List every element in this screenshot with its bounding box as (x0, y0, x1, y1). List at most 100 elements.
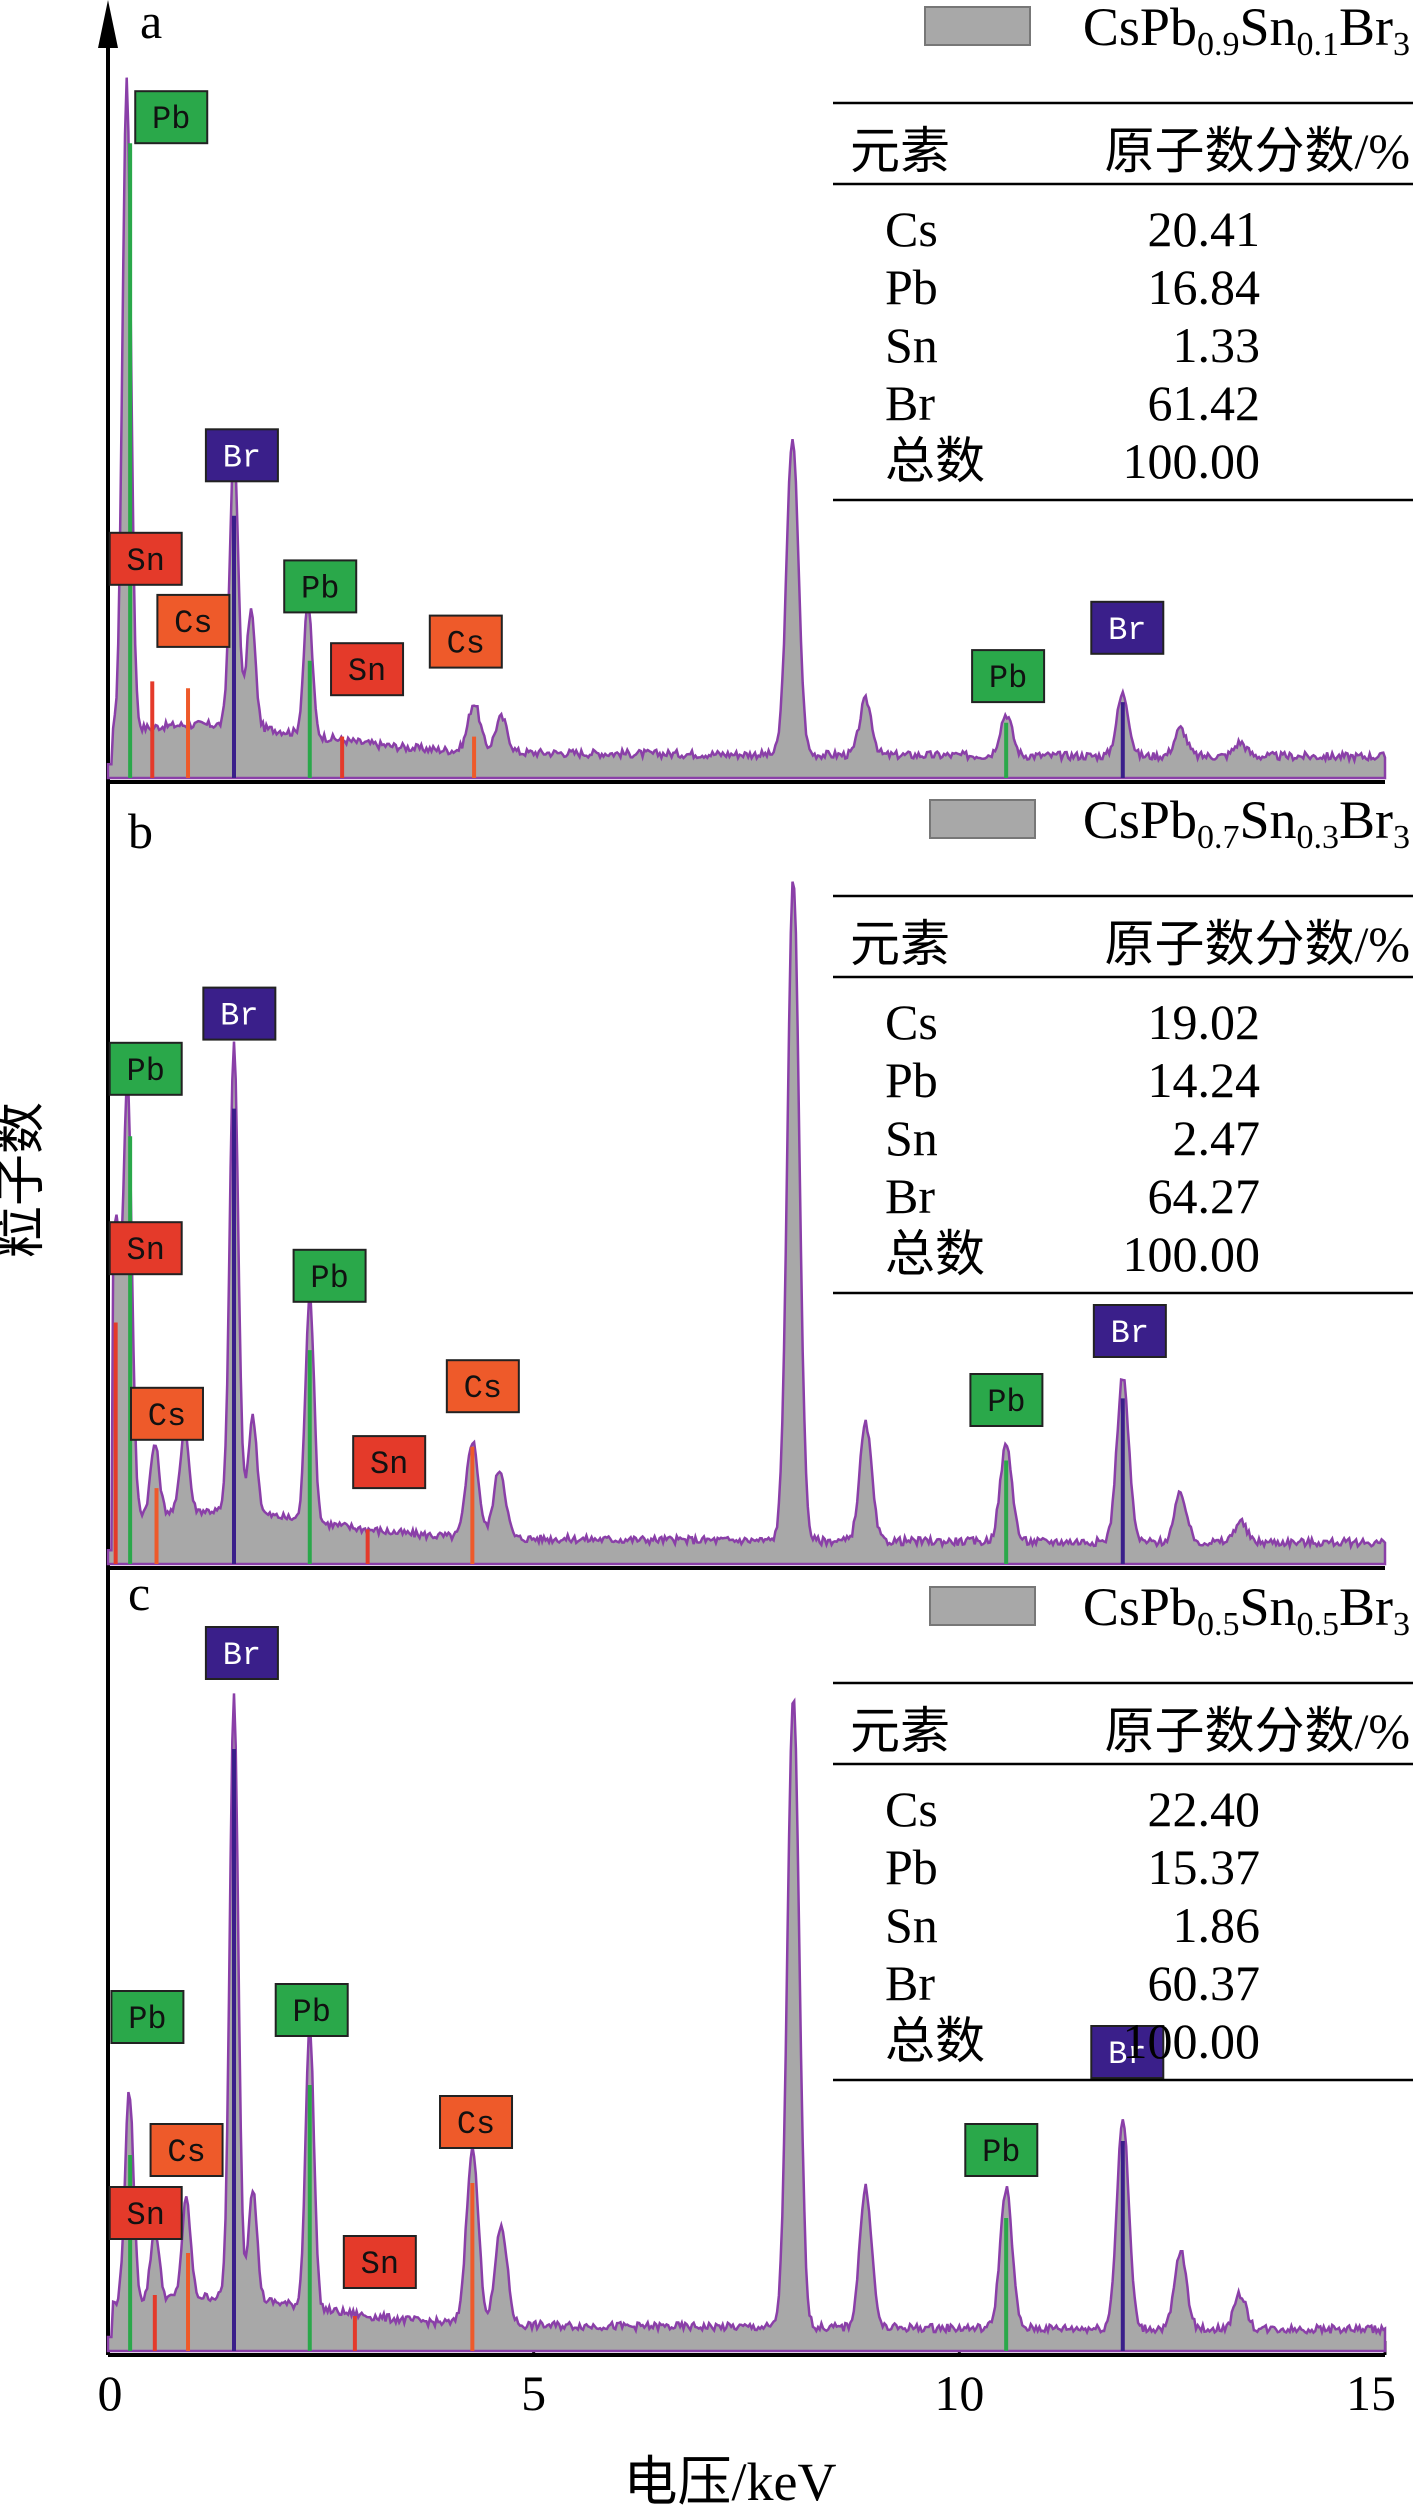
table-cell-element: 总数 (885, 2013, 985, 2069)
table-cell-element: 总数 (885, 433, 985, 489)
panel-c-letter: c (128, 1565, 150, 1621)
table-cell-value: 19.02 (1148, 994, 1261, 1050)
peak-label-box (428, 614, 503, 669)
table-cell-value: 2.47 (1173, 1110, 1261, 1166)
y-axis-label: 粒子数 (0, 1102, 50, 1258)
peak-label-box (202, 986, 277, 1041)
table-cell-element: Br (885, 1168, 935, 1224)
legend-swatch (924, 6, 1031, 46)
x-tick-label: 0 (98, 2365, 123, 2421)
peak-label-text: Cs (464, 1370, 502, 1407)
legend-part: Br (1339, 1577, 1393, 1637)
legend-part: CsPb (1083, 790, 1197, 850)
table-cell-element: Cs (885, 994, 938, 1050)
peak-label-text: Br (1108, 2036, 1146, 2073)
peak-label-box (108, 531, 183, 586)
table-cell-element: Pb (885, 1839, 938, 1895)
peak-label-box (969, 1373, 1044, 1427)
table-cell-value: 61.42 (1148, 375, 1261, 431)
peak-label-text: Pb (987, 1384, 1025, 1421)
peak-label-text: Sn (126, 2197, 164, 2234)
peak-label-text: Br (1108, 612, 1146, 649)
table-header-element: 元素 (850, 123, 950, 179)
legend-part: 0.1 (1297, 26, 1340, 63)
table-cell-element: Sn (885, 1110, 938, 1166)
table-cell-element: Sn (885, 317, 938, 373)
peak-label-box (1090, 600, 1165, 655)
x-tick-label: 10 (934, 2365, 984, 2421)
peak-label-text: Br (1111, 1315, 1149, 1352)
legend-part: Sn (1239, 1577, 1296, 1637)
legend-part: Br (1339, 790, 1393, 850)
peak-label-text: Sn (348, 653, 386, 690)
legend-swatch (929, 799, 1036, 839)
peak-label-box (108, 1221, 183, 1276)
peak-label-text: Pb (989, 660, 1027, 697)
table-cell-value: 60.37 (1148, 1955, 1261, 2011)
legend-part: 0.5 (1197, 1606, 1240, 1643)
peak-label-box (108, 1041, 183, 1096)
table-cell-element: Cs (885, 1781, 938, 1837)
peak-label-text: Pb (310, 1260, 348, 1297)
table-header-element: 元素 (850, 1703, 950, 1759)
legend-label: CsPb0.5Sn0.5Br3 (1083, 1577, 1410, 1643)
peak-label-box (283, 559, 358, 614)
peak-label-box (110, 1990, 185, 2044)
peak-label-text: Pb (128, 2001, 166, 2038)
table-cell-element: Cs (885, 201, 938, 257)
peak-label-text: Pb (293, 1994, 331, 2031)
peak-label-box (971, 649, 1046, 704)
peak-label-text: Sn (126, 543, 164, 580)
x-axis-label: 电压/keV (624, 2452, 837, 2509)
table-cell-value: 22.40 (1148, 1781, 1261, 1837)
peak-label-box (149, 2123, 224, 2177)
peak-label-box (108, 2186, 183, 2240)
peak-label-text: Cs (148, 1398, 186, 1435)
peak-label-box (156, 593, 231, 648)
table-cell-value: 100.00 (1123, 2013, 1261, 2069)
peak-label-box (330, 642, 405, 697)
legend-part: 0.5 (1297, 1606, 1340, 1643)
peak-label-box (352, 1435, 427, 1490)
peak-label-box (204, 428, 279, 483)
peak-label-text: Pb (982, 2134, 1020, 2171)
table-cell-element: Pb (885, 259, 938, 315)
table-header-element: 元素 (850, 916, 950, 972)
legend-label: CsPb0.7Sn0.3Br3 (1083, 790, 1410, 856)
table-cell-element: Sn (885, 1897, 938, 1953)
peak-label-text: Pb (126, 1053, 164, 1090)
table-cell-value: 100.00 (1123, 1226, 1261, 1282)
panel-b-letter: b (128, 803, 153, 859)
table-cell-value: 100.00 (1123, 433, 1261, 489)
legend-swatch (929, 1586, 1036, 1626)
peak-label-text: Pb (301, 570, 339, 607)
legend-part: 3 (1393, 819, 1410, 856)
legend-part: Sn (1239, 790, 1296, 850)
table-header-fraction: 原子数分数/% (1104, 123, 1410, 179)
table-header-fraction: 原子数分数/% (1104, 1703, 1410, 1759)
table-cell-element: 总数 (885, 1226, 985, 1282)
table-cell-value: 14.24 (1148, 1052, 1261, 1108)
legend-part: 0.7 (1197, 819, 1240, 856)
table-cell-value: 20.41 (1148, 201, 1261, 257)
peak-label-box (1092, 1304, 1167, 1358)
peak-label-text: Sn (126, 1232, 164, 1269)
peak-label-text: Br (220, 998, 258, 1035)
peak-label-box (342, 2235, 417, 2289)
peak-label-text: Sn (361, 2246, 399, 2283)
table-cell-value: 1.33 (1173, 317, 1261, 373)
peak-label-box (1090, 2025, 1165, 2079)
legend-part: Sn (1239, 0, 1296, 57)
peak-label-text: Sn (370, 1446, 408, 1483)
peak-label-box (129, 1386, 204, 1441)
table-cell-element: Br (885, 375, 935, 431)
legend-label: CsPb0.9Sn0.1Br3 (1083, 0, 1410, 63)
table-cell-value: 64.27 (1148, 1168, 1261, 1224)
legend-part: CsPb (1083, 1577, 1197, 1637)
peak-label-text: Br (223, 1637, 261, 1674)
peak-label-box (274, 1983, 349, 2037)
table-cell-element: Pb (885, 1052, 938, 1108)
